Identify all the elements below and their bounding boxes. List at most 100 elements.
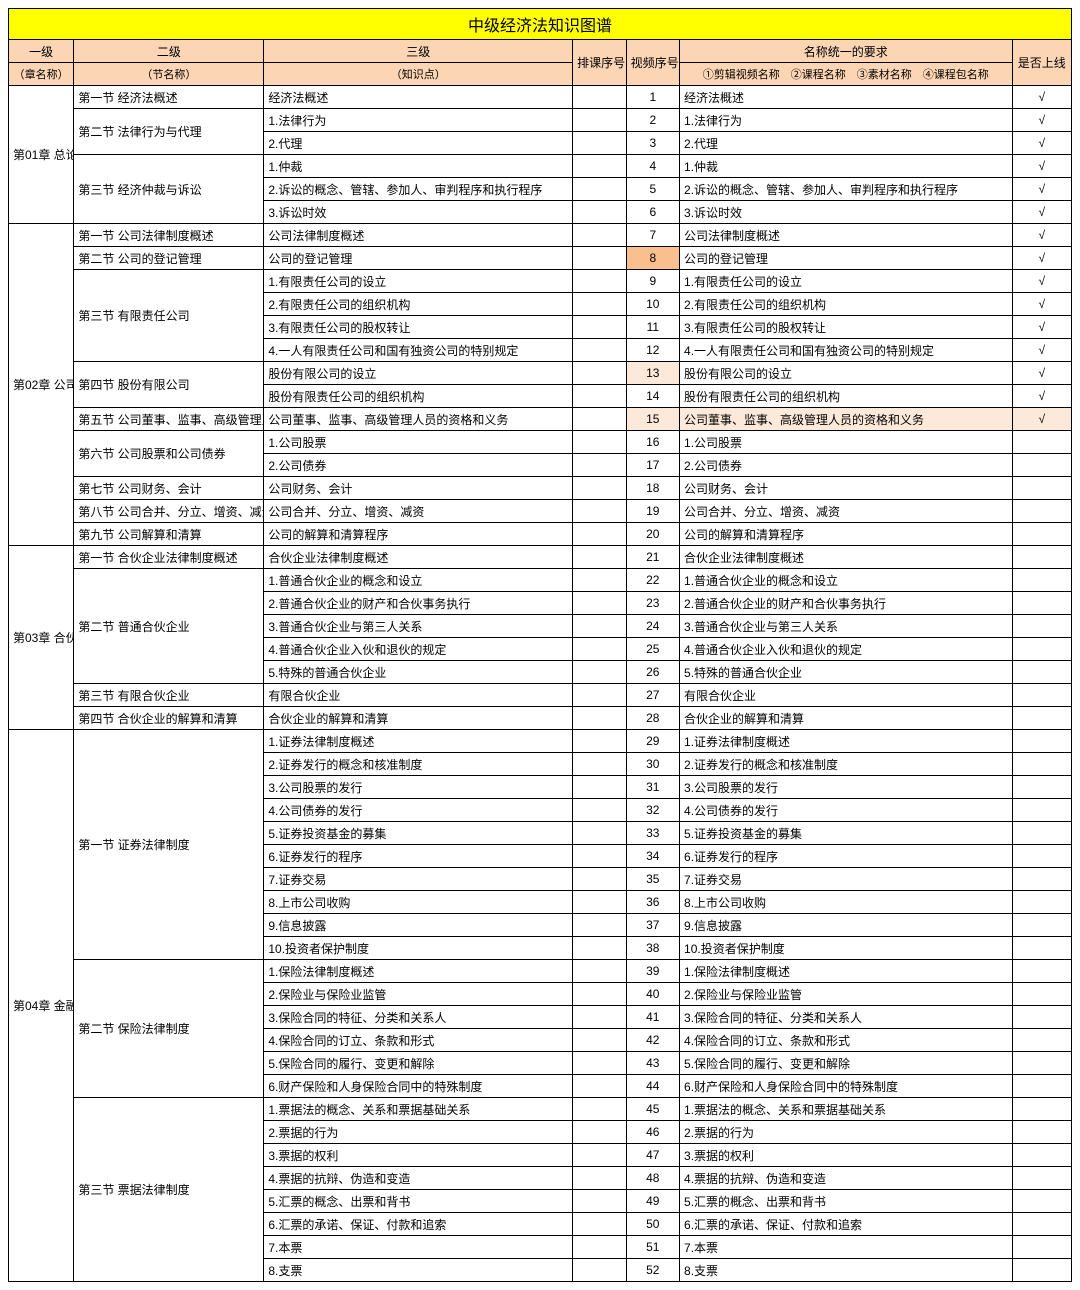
video-seq-cell: 16 (626, 431, 679, 454)
paike-cell (573, 201, 626, 224)
topic-cell: 3.保险合同的特征、分类和关系人 (264, 1006, 573, 1029)
paike-cell (573, 822, 626, 845)
paike-cell (573, 983, 626, 1006)
requirement-cell: 3.公司股票的发行 (680, 776, 1013, 799)
paike-cell (573, 1236, 626, 1259)
online-cell (1012, 1052, 1071, 1075)
requirement-cell: 4.一人有限责任公司和国有独资公司的特别规定 (680, 339, 1013, 362)
online-cell: √ (1012, 86, 1071, 109)
paike-cell (573, 569, 626, 592)
requirement-cell: 5.特殊的普通合伙企业 (680, 661, 1013, 684)
online-cell: √ (1012, 270, 1071, 293)
requirement-cell: 1.仲裁 (680, 155, 1013, 178)
topic-cell: 8.上市公司收购 (264, 891, 573, 914)
paike-cell (573, 523, 626, 546)
requirement-cell: 1.普通合伙企业的概念和设立 (680, 569, 1013, 592)
paike-cell (573, 937, 626, 960)
topic-cell: 5.证券投资基金的募集 (264, 822, 573, 845)
section-cell: 第一节 合伙企业法律制度概述 (74, 546, 264, 569)
video-seq-cell: 36 (626, 891, 679, 914)
topic-cell: 6.汇票的承诺、保证、付款和追索 (264, 1213, 573, 1236)
online-cell (1012, 592, 1071, 615)
section-cell: 第七节 公司财务、会计 (74, 477, 264, 500)
paike-cell (573, 730, 626, 753)
online-cell (1012, 1006, 1071, 1029)
topic-cell: 5.特殊的普通合伙企业 (264, 661, 573, 684)
video-seq-cell: 11 (626, 316, 679, 339)
video-seq-cell: 14 (626, 385, 679, 408)
paike-cell (573, 684, 626, 707)
paike-cell (573, 592, 626, 615)
online-cell (1012, 937, 1071, 960)
requirement-cell: 5.汇票的概念、出票和背书 (680, 1190, 1013, 1213)
paike-cell (573, 132, 626, 155)
topic-cell: 2.公司债券 (264, 454, 573, 477)
requirement-cell: 5.证券投资基金的募集 (680, 822, 1013, 845)
paike-cell (573, 845, 626, 868)
online-cell (1012, 477, 1071, 500)
video-seq-cell: 33 (626, 822, 679, 845)
topic-cell: 公司的解算和清算程序 (264, 523, 573, 546)
requirement-cell: 7.本票 (680, 1236, 1013, 1259)
video-seq-cell: 32 (626, 799, 679, 822)
video-seq-cell: 3 (626, 132, 679, 155)
online-cell (1012, 1075, 1071, 1098)
paike-cell (573, 362, 626, 385)
video-seq-cell: 50 (626, 1213, 679, 1236)
topic-cell: 8.支票 (264, 1259, 573, 1282)
section-cell: 第二节 公司的登记管理 (74, 247, 264, 270)
requirement-cell: 2.诉讼的概念、管辖、参加人、审判程序和执行程序 (680, 178, 1013, 201)
paike-cell (573, 753, 626, 776)
paike-cell (573, 1259, 626, 1282)
video-seq-cell: 51 (626, 1236, 679, 1259)
topic-cell: 2.代理 (264, 132, 573, 155)
chapter-cell: 第02章 公司法律制度 (9, 224, 74, 546)
paike-cell (573, 1190, 626, 1213)
video-seq-cell: 22 (626, 569, 679, 592)
topic-cell: 1.法律行为 (264, 109, 573, 132)
requirement-cell: 合伙企业的解算和清算 (680, 707, 1013, 730)
video-seq-cell: 10 (626, 293, 679, 316)
paike-cell (573, 661, 626, 684)
paike-cell (573, 293, 626, 316)
video-seq-cell: 25 (626, 638, 679, 661)
topic-cell: 3.票据的权利 (264, 1144, 573, 1167)
topic-cell: 股份有限责任公司的组织机构 (264, 385, 573, 408)
online-cell (1012, 1098, 1071, 1121)
video-seq-cell: 18 (626, 477, 679, 500)
online-cell (1012, 1029, 1071, 1052)
header-req-sub: ①剪辑视频名称 ②课程名称 ③素材名称 ④课程包名称 (680, 63, 1013, 86)
requirement-cell: 3.有限责任公司的股权转让 (680, 316, 1013, 339)
online-cell: √ (1012, 408, 1071, 431)
paike-cell (573, 638, 626, 661)
header-online: 是否上线 (1012, 40, 1071, 86)
online-cell (1012, 1190, 1071, 1213)
paike-cell (573, 316, 626, 339)
requirement-cell: 1.证券法律制度概述 (680, 730, 1013, 753)
topic-cell: 1.普通合伙企业的概念和设立 (264, 569, 573, 592)
paike-cell (573, 270, 626, 293)
online-cell: √ (1012, 224, 1071, 247)
video-seq-cell: 35 (626, 868, 679, 891)
paike-cell (573, 500, 626, 523)
video-seq-cell: 2 (626, 109, 679, 132)
topic-cell: 4.一人有限责任公司和国有独资公司的特别规定 (264, 339, 573, 362)
video-seq-cell: 1 (626, 86, 679, 109)
header-level2: 二级 (74, 40, 264, 63)
video-seq-cell: 41 (626, 1006, 679, 1029)
topic-cell: 1.有限责任公司的设立 (264, 270, 573, 293)
paike-cell (573, 914, 626, 937)
paike-cell (573, 891, 626, 914)
paike-cell (573, 1075, 626, 1098)
requirement-cell: 合伙企业法律制度概述 (680, 546, 1013, 569)
topic-cell: 2.证券发行的概念和核准制度 (264, 753, 573, 776)
paike-cell (573, 408, 626, 431)
online-cell (1012, 1167, 1071, 1190)
video-seq-cell: 29 (626, 730, 679, 753)
paike-cell (573, 960, 626, 983)
requirement-cell: 3.保险合同的特征、分类和关系人 (680, 1006, 1013, 1029)
video-seq-cell: 13 (626, 362, 679, 385)
online-cell: √ (1012, 362, 1071, 385)
video-seq-cell: 27 (626, 684, 679, 707)
topic-cell: 2.保险业与保险业监管 (264, 983, 573, 1006)
